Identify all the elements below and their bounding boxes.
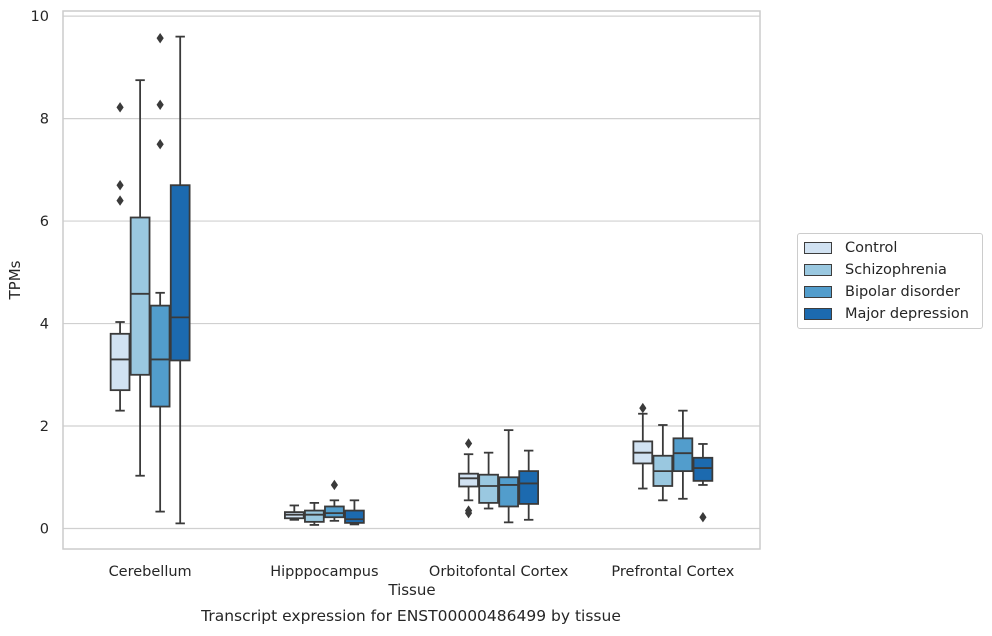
box-iqr: [129, 216, 151, 376]
y-axis-label: TPMs: [6, 260, 24, 300]
grid-lines: [63, 15, 760, 530]
box-1-2: [324, 479, 345, 522]
box-series: [109, 32, 714, 526]
legend-item-bipolar-disorder: Bipolar disorder: [798, 281, 982, 303]
outlier-point: [156, 32, 164, 44]
box-iqr: [498, 476, 519, 508]
outlier-point: [156, 139, 164, 150]
box-0-3: [169, 35, 191, 525]
x-tick-label: Cerebellum: [109, 564, 192, 580]
box-iqr: [518, 470, 540, 505]
box-iqr: [169, 184, 191, 362]
x-tick-label: Prefrontal Cortex: [611, 564, 734, 580]
box-2-1: [478, 451, 499, 510]
box-3-1: [652, 424, 674, 502]
y-tick-labels: 0 2 4 6 8 10: [31, 9, 49, 537]
box-2-0: [458, 438, 479, 519]
x-tick-label: Orbitofontal Cortex: [429, 564, 569, 580]
chart-legend: Control Schizophrenia Bipolar disorder M…: [797, 233, 983, 329]
box-iqr: [109, 332, 131, 392]
outlier-point: [116, 180, 124, 191]
box-iqr: [458, 472, 479, 488]
box-3-3: [692, 443, 714, 523]
box-3-2: [672, 409, 694, 500]
y-tick-label: 4: [40, 317, 49, 333]
outlier-point: [699, 512, 707, 523]
legend-swatch-major-depression: [804, 308, 832, 320]
y-tick-label: 10: [31, 9, 49, 25]
y-tick-label: 8: [40, 112, 49, 128]
outlier-point: [464, 505, 473, 516]
box-iqr: [672, 437, 694, 473]
legend-swatch-schizophrenia: [804, 264, 832, 276]
box-iqr: [344, 509, 365, 524]
legend-label-major-depression: Major depression: [845, 306, 969, 322]
box-1-0: [283, 504, 305, 521]
legend-item-schizophrenia: Schizophrenia: [798, 259, 982, 281]
outlier-point: [330, 479, 338, 491]
box-0-2: [149, 32, 171, 513]
x-tick-labels: Cerebellum Hipppocampus Orbitofontal Corte…: [109, 564, 735, 580]
box-0-1: [129, 79, 151, 477]
box-iqr: [478, 473, 499, 504]
outlier-point: [464, 438, 473, 449]
x-tick-label: Hipppocampus: [270, 564, 378, 580]
box-0-0: [109, 102, 131, 412]
box-iqr: [324, 505, 345, 519]
legend-item-control: Control: [798, 237, 982, 259]
figure-caption: Transcript expression for ENST0000048649…: [201, 607, 621, 625]
x-axis-label: Tissue: [387, 581, 435, 599]
legend-item-major-depression: Major depression: [798, 303, 982, 325]
box-1-1: [304, 501, 325, 526]
box-iqr: [304, 509, 325, 523]
y-tick-label: 0: [40, 522, 49, 538]
legend-label-control: Control: [845, 240, 898, 256]
box-1-3: [344, 499, 365, 526]
legend-label-bipolar-disorder: Bipolar disorder: [845, 284, 960, 300]
legend-swatch-control: [804, 242, 832, 254]
outlier-point: [639, 402, 647, 414]
y-tick-label: 2: [40, 419, 49, 435]
box-2-3: [518, 449, 540, 521]
outlier-point: [156, 99, 164, 110]
y-tick-label: 6: [40, 214, 49, 230]
box-iqr: [692, 456, 714, 482]
outlier-point: [116, 102, 124, 113]
plot-frame: [62, 10, 761, 550]
outlier-point: [116, 195, 124, 206]
box-2-2: [498, 429, 519, 524]
box-iqr: [149, 304, 171, 408]
legend-label-schizophrenia: Schizophrenia: [845, 262, 947, 278]
legend-swatch-bipolar-disorder: [804, 286, 832, 298]
box-3-0: [632, 402, 654, 490]
